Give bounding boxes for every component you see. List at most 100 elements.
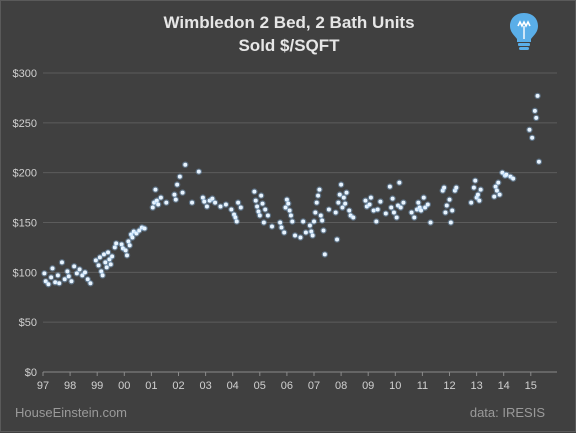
data-point [256,209,261,214]
x-tick-label: 14 [498,380,510,392]
data-point [177,174,182,179]
data-point [309,229,314,234]
data-point [497,192,502,197]
data-point [42,271,47,276]
data-point [263,207,268,212]
data-point [450,208,455,213]
footer-source-site: HouseEinstein.com [15,405,127,420]
data-point [337,192,342,197]
data-point [142,226,147,231]
data-point [88,281,93,286]
y-tick-label: $100 [13,267,37,279]
data-point [534,115,539,120]
data-point [255,204,260,209]
data-point [293,233,298,238]
data-point [425,202,430,207]
x-tick-label: 01 [145,380,157,392]
x-tick-label: 05 [254,380,266,392]
data-point [387,184,392,189]
data-point [363,198,368,203]
data-point [252,189,257,194]
data-point [301,219,306,224]
data-point [500,170,505,175]
gridlines [43,72,557,373]
data-point [112,245,117,250]
data-point [347,208,352,213]
x-tick-label: 02 [172,380,184,392]
data-point [493,184,498,189]
data-point [494,188,499,193]
data-point [85,277,90,282]
data-point [46,282,51,287]
data-point [202,199,207,204]
data-point [269,224,274,229]
data-point [127,243,132,248]
y-tick-label: $50 [19,317,37,329]
data-point [106,250,111,255]
data-point [316,193,321,198]
x-tick-label: 04 [227,380,239,392]
data-point [232,212,237,217]
data-point [409,210,414,215]
data-point [298,235,303,240]
data-point [286,201,291,206]
data-point [288,213,293,218]
data-point [310,233,315,238]
x-tick-label: 99 [91,380,103,392]
data-point [335,237,340,242]
data-point [257,213,262,218]
data-point [368,195,373,200]
data-point [130,235,135,240]
x-tick-label: 09 [362,380,374,392]
data-point [314,200,319,205]
data-point [397,180,402,185]
data-point [398,205,403,210]
data-point [341,195,346,200]
data-point [532,108,537,113]
data-point [444,203,449,208]
data-point [100,273,105,278]
data-point [390,196,395,201]
data-point [108,262,113,267]
x-tick-label: 98 [64,380,76,392]
data-point [303,230,308,235]
data-point [62,277,67,282]
data-point [154,198,159,203]
data-point [74,271,79,276]
data-point [233,215,238,220]
data-point [283,205,288,210]
data-point [218,204,223,209]
data-point [156,202,161,207]
data-point [101,252,106,257]
data-point [378,199,383,204]
x-tick-label: 97 [37,380,49,392]
data-point [391,210,396,215]
data-point [172,192,177,197]
x-tick-label: 13 [470,380,482,392]
data-point [313,210,318,215]
data-point [442,185,447,190]
data-point [318,213,323,218]
data-point [96,263,101,268]
data-point [49,275,54,280]
data-point [343,201,348,206]
data-point [173,197,178,202]
data-point [333,210,338,215]
data-point [80,273,85,278]
data-point [150,205,155,210]
data-point [229,207,234,212]
data-point [339,182,344,187]
data-point [477,198,482,203]
data-point [412,215,417,220]
data-point [97,255,102,260]
data-point [452,188,457,193]
data-point [344,190,349,195]
data-point [471,185,476,190]
y-tick-label: $250 [13,118,37,130]
data-point [421,195,426,200]
chart-subtitle: Sold $/SQFT [238,36,340,55]
x-tick-label: 12 [443,380,455,392]
data-point [59,260,64,265]
data-point [475,192,480,197]
data-point [312,219,316,224]
